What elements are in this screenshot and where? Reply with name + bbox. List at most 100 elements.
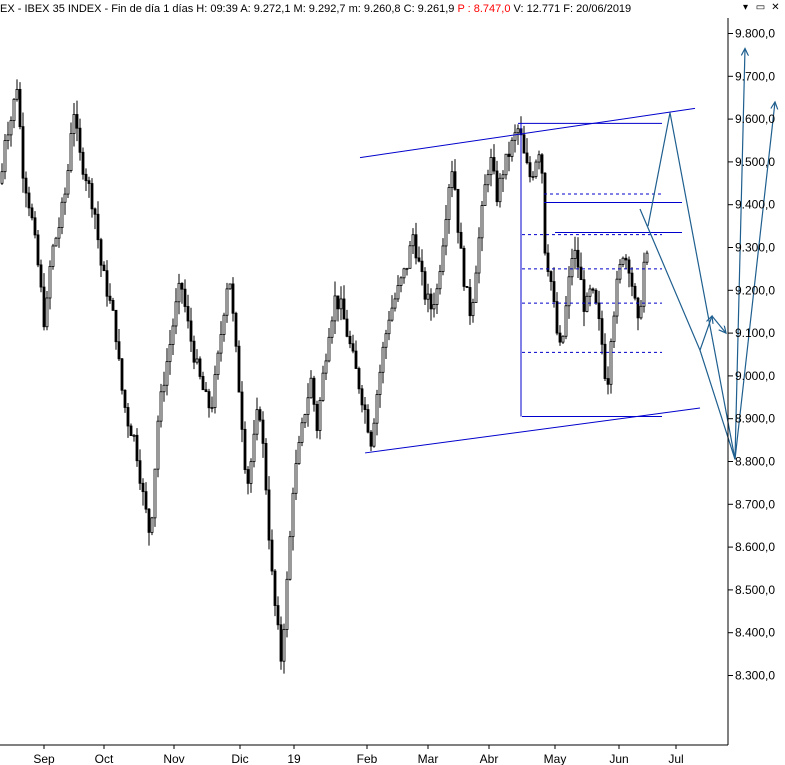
candle-body xyxy=(483,184,487,206)
candle-body xyxy=(153,468,157,519)
candle-body xyxy=(444,219,448,247)
candle-body xyxy=(534,161,538,177)
candle-body xyxy=(135,434,139,462)
candle-body xyxy=(453,171,457,190)
candle-body xyxy=(552,281,556,302)
candle-body xyxy=(213,374,217,408)
header-cursor-price: P : 8.747,0 xyxy=(457,3,511,15)
candle-body xyxy=(126,407,130,427)
candle-body xyxy=(147,508,151,533)
y-tick-label: 9.000,0 xyxy=(735,369,775,383)
candle-body xyxy=(162,384,166,393)
candle-body xyxy=(132,434,136,437)
x-axis: Sep Oct Nov Dic 19 Feb Mar Abr May Jun Jul xyxy=(0,744,728,765)
candle-body xyxy=(216,352,220,376)
candle-body xyxy=(87,180,91,184)
restore-button[interactable]: ▭ xyxy=(755,2,766,13)
candle-body xyxy=(432,304,436,310)
candle-body xyxy=(327,336,331,362)
candle-body xyxy=(411,234,415,247)
candle-body xyxy=(294,463,298,494)
candle-body xyxy=(366,409,370,433)
channel-top xyxy=(359,107,696,159)
candle-body xyxy=(105,270,109,297)
candle-body xyxy=(243,428,247,470)
candle-body xyxy=(84,173,88,182)
candle-body xyxy=(207,391,211,409)
candle-body xyxy=(81,151,85,175)
candle-body xyxy=(393,298,397,309)
candle-body xyxy=(537,154,541,163)
candle-body xyxy=(234,312,238,347)
candle-body xyxy=(174,301,178,327)
header-time: H: 09:39 xyxy=(196,3,238,15)
candle-body xyxy=(381,346,385,373)
candle-body xyxy=(36,234,40,266)
y-tick-label: 9.800,0 xyxy=(735,27,775,41)
header-date: F: 20/06/2019 xyxy=(563,3,632,15)
candle-body xyxy=(228,283,232,290)
candle-body xyxy=(120,358,124,391)
candle-body xyxy=(516,128,520,134)
candle-body xyxy=(618,263,622,280)
candle-body xyxy=(402,268,406,279)
candle-body xyxy=(186,306,190,322)
candle-body xyxy=(54,237,58,247)
header-high: M: 9.292,7 xyxy=(293,3,346,15)
candle-body xyxy=(372,422,376,447)
candle-body xyxy=(471,302,475,317)
candle-body xyxy=(591,288,595,291)
candle-body xyxy=(621,257,625,265)
candle-body xyxy=(414,234,418,259)
candle-body xyxy=(165,361,169,386)
candle-body xyxy=(507,153,511,157)
candle-body xyxy=(255,409,259,435)
x-tick-label: Oct xyxy=(95,752,114,765)
candle-body xyxy=(528,162,532,178)
candle-body xyxy=(420,260,424,273)
candle-body xyxy=(531,176,535,178)
header-prefix: EX - IBEX 35 INDEX - Fin de día 1 días xyxy=(0,3,194,15)
candle-body xyxy=(138,460,142,484)
candle-body xyxy=(303,414,307,424)
x-tick-label: Jul xyxy=(668,752,683,765)
candle-body xyxy=(252,433,256,463)
minimize-button[interactable]: ▾ xyxy=(742,2,749,13)
candle-body xyxy=(42,286,46,328)
candle-body xyxy=(363,404,367,410)
candle-body xyxy=(630,272,634,287)
close-button[interactable]: ✕ xyxy=(771,2,780,13)
candle-body xyxy=(354,350,358,369)
candle-body xyxy=(573,249,577,259)
candle-body xyxy=(264,442,268,491)
candle-body xyxy=(480,205,484,239)
candle-body xyxy=(369,431,373,447)
candle-body xyxy=(339,298,343,310)
candle-body xyxy=(267,489,271,541)
candle-body xyxy=(423,271,427,300)
header-volume: V: 12.771 xyxy=(513,3,561,15)
y-tick-label: 9.700,0 xyxy=(735,69,775,83)
candle-body xyxy=(51,245,55,267)
candle-body xyxy=(342,298,346,320)
candle-body xyxy=(75,114,79,129)
candle-body xyxy=(33,217,37,236)
candle-body xyxy=(321,372,325,401)
candle-body xyxy=(447,187,451,221)
candle-body xyxy=(108,295,112,301)
candle-body xyxy=(0,171,4,184)
candle-body xyxy=(561,335,565,343)
projection-arrow xyxy=(711,315,726,333)
candle-body xyxy=(261,419,265,444)
candle-body xyxy=(576,249,580,268)
candle-body xyxy=(192,340,196,363)
candle-body xyxy=(276,605,280,626)
projection-arrow xyxy=(647,102,775,460)
candle-body xyxy=(543,172,547,254)
candle-body xyxy=(111,299,115,311)
candle-body xyxy=(168,344,172,363)
candle-body xyxy=(492,157,496,172)
candle-body xyxy=(426,293,430,300)
candle-body xyxy=(198,358,202,377)
